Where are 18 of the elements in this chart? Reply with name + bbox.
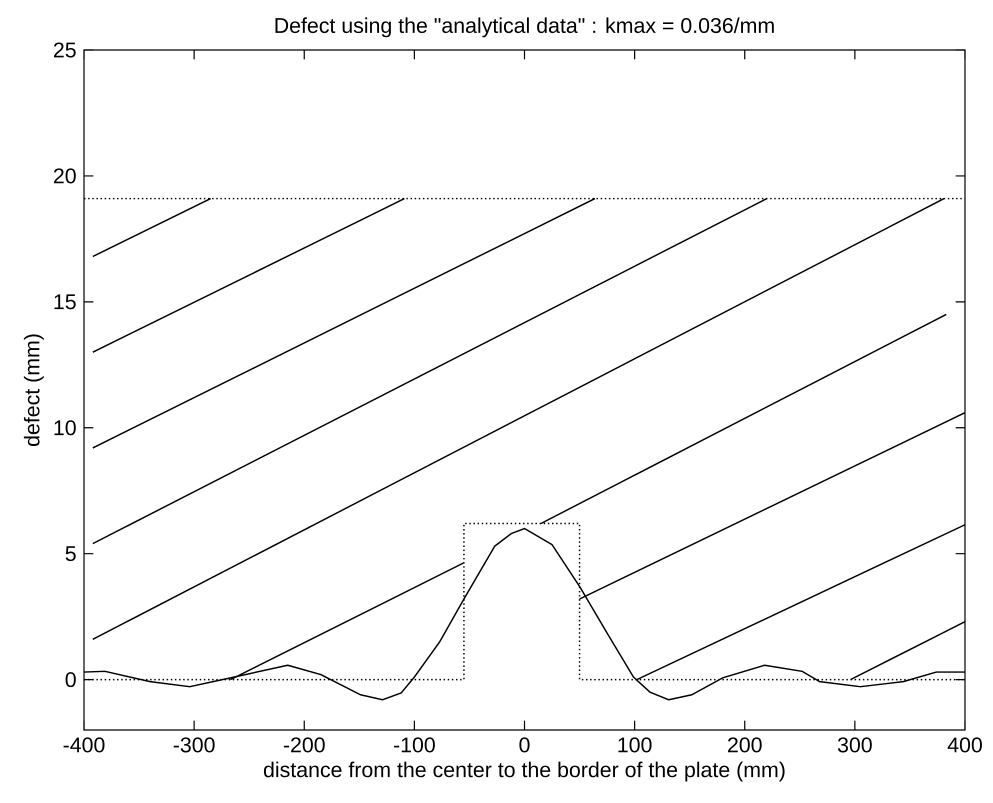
y-tick-label: 10 [54, 420, 76, 436]
x-tick-label: -100 [394, 737, 435, 752]
x-tick-label: -200 [284, 737, 325, 752]
x-axis-title: distance from the center to the border of the plate (mm) [264, 762, 785, 782]
y-tick-label: 20 [54, 168, 76, 184]
x-tick-label: 300 [838, 737, 872, 752]
y-tick-label: 15 [54, 294, 76, 310]
y-axis-title: defect (mm) [24, 334, 44, 446]
x-tick-label: 0 [519, 737, 530, 752]
x-tick-label: 400 [948, 737, 982, 752]
x-tick-label: 100 [618, 737, 652, 752]
x-tick-label: -300 [174, 737, 215, 752]
x-tick-label: 200 [728, 737, 762, 752]
y-tick-label: 0 [66, 672, 76, 688]
y-tick-label: 5 [66, 546, 76, 562]
chart-title: Defect using the "analytical data" : kmax = 0.036/mm [276, 17, 774, 38]
y-tick-label: 25 [54, 42, 76, 58]
x-tick-label: -400 [64, 737, 105, 752]
